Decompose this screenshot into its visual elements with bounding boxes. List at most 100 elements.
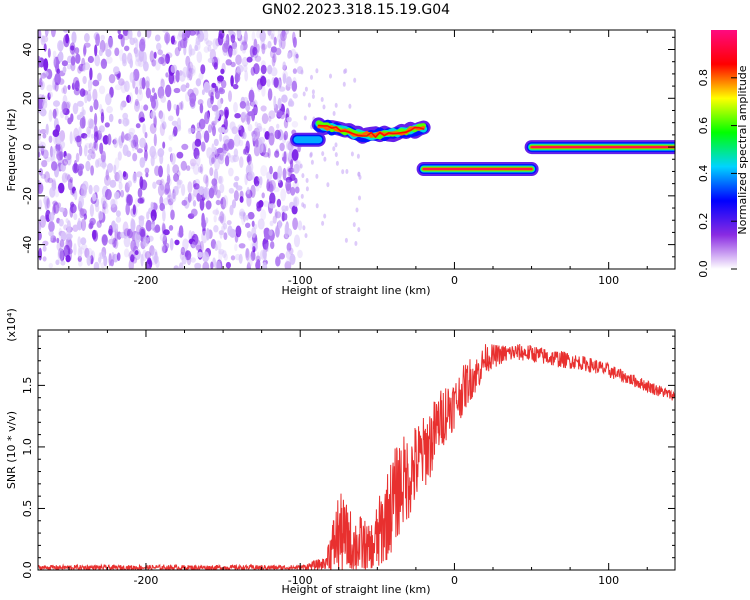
heatmap-noise-cell [87,154,92,161]
heatmap-noise-cell [48,230,54,237]
heatmap-noise-cell [56,202,62,209]
heatmap-noise-cell [149,145,156,158]
heatmap-xlabel: Height of straight line (km) [281,284,430,297]
heatmap-noise-cell [111,220,116,227]
heatmap-noise-cell [150,209,157,221]
heatmap-noise-cell [52,55,57,67]
heatmap-noise-cell [246,186,250,195]
heatmap-noise-cell [229,204,234,216]
x-tick-label: -200 [133,274,158,287]
heatmap-noise-cell [121,131,125,144]
heatmap-noise-cell [89,220,94,229]
heatmap-noise-cell [282,61,287,70]
heatmap-noise-cell [302,91,306,97]
heatmap-noise-cell [50,30,56,38]
heatmap-noise-cell [61,172,68,183]
heatmap-noise-cell [43,195,50,206]
heatmap-noise-cell [280,30,287,42]
heatmap-noise-cell [223,232,228,241]
heatmap-noise-cell [63,34,70,48]
heatmap-noise-cell [80,133,88,139]
heatmap-noise-cell [57,182,65,194]
heatmap-noise-cell [250,250,256,261]
heatmap-noise-cell [284,261,292,269]
heatmap-noise-cell [195,30,200,35]
heatmap-noise-cell [173,126,178,137]
heatmap-noise-cell [207,45,212,52]
heatmap-noise-cell [246,231,252,238]
heatmap-noise-cell [158,110,164,119]
heatmap-noise-cell [60,260,66,266]
heatmap-noise-cell [146,30,151,40]
heatmap-noise-cell [117,33,123,40]
heatmap-noise-cell [238,243,246,249]
heatmap-noise-cell [207,57,215,64]
heatmap-noise-cell [59,249,65,262]
heatmap-noise-cell [137,187,143,198]
heatmap-noise-cell [128,92,133,104]
heatmap-noise-cell [214,90,220,100]
heatmap-noise-cell [139,137,147,148]
heatmap-noise-cell [122,112,129,120]
heatmap-noise-cell [222,149,226,157]
heatmap-noise-cell [87,78,93,92]
heatmap-noise-cell [199,198,205,211]
heatmap-noise-cell [262,127,266,134]
heatmap-noise-cell [70,56,76,66]
heatmap-noise-cell [46,84,53,92]
heatmap-noise-cell [273,36,277,46]
heatmap-noise-cell [245,222,251,228]
heatmap-noise-cell [86,255,92,266]
heatmap-noise-cell [59,207,65,213]
heatmap-noise-cell [38,199,43,211]
heatmap-noise-cell [164,32,171,44]
heatmap-noise-cell [277,220,282,229]
heatmap-noise-cell [245,105,251,111]
heatmap-noise-cell [153,115,157,128]
heatmap-noise-cell [223,253,228,261]
heatmap-noise-cell [200,141,206,152]
heatmap-noise-cell [78,260,83,267]
heatmap-noise-cell [174,239,180,246]
heatmap-noise-cell [225,261,231,269]
heatmap-noise-cell [89,105,94,113]
heatmap-noise-cell [117,151,122,161]
heatmap-noise-cell [226,220,232,226]
heatmap-noise-cell [244,30,248,44]
heatmap-noise-cell [247,255,253,268]
heatmap-noise-cell [261,43,266,55]
heatmap-noise-cell [193,183,200,190]
heatmap-noise-cell [211,178,218,187]
heatmap-noise-cell [203,174,209,184]
y-tick-label: 0.0 [21,561,34,579]
heatmap-noise-cell [39,108,47,117]
heatmap-noise-cell [151,215,155,225]
heatmap-noise-cell [216,189,221,199]
heatmap-noise-cell [53,146,57,154]
heatmap-noise-cell [278,38,283,49]
heatmap-noise-cell [196,51,203,63]
heatmap-noise-cell [40,72,47,79]
heatmap-noise-cell [295,186,300,194]
heatmap-noise-cell [239,211,246,217]
heatmap-noise-cell [44,30,49,37]
heatmap-noise-cell [233,46,238,55]
heatmap-noise-cell [188,67,193,81]
heatmap-noise-cell [237,124,242,131]
heatmap-noise-cell [39,215,46,228]
heatmap-noise-cell [326,182,330,188]
heatmap-noise-cell [301,173,305,179]
heatmap-noise-cell [52,204,56,216]
heatmap-noise-cell [260,43,268,50]
heatmap-noise-cell [292,217,298,230]
heatmap-noise-cell [281,94,288,103]
heatmap-noise-cell [52,129,60,138]
heatmap-noise-cell [150,110,157,119]
heatmap-noise-cell [99,251,106,259]
heatmap-noise-cell [268,110,276,119]
heatmap-noise-cell [282,73,287,84]
heatmap-noise-cell [214,260,222,269]
heatmap-noise-cell [231,41,238,50]
heatmap-noise-cell [67,84,71,90]
heatmap-noise-cell [244,145,250,156]
